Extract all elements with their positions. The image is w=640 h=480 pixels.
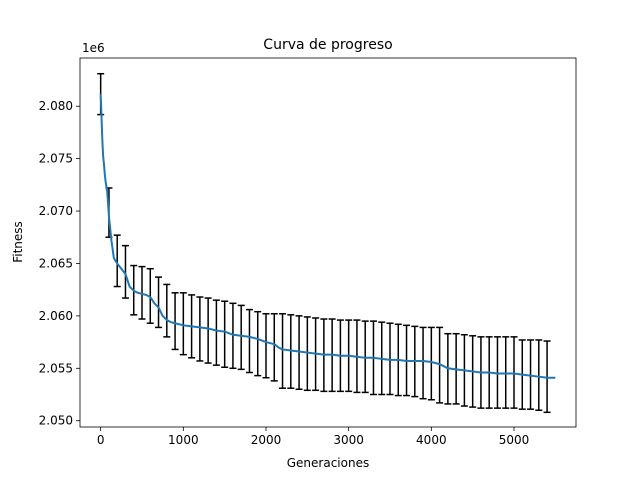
x-tick-label: 1000 bbox=[168, 433, 199, 447]
x-axis-label: Generaciones bbox=[287, 456, 369, 470]
y-axis-label: Fitness bbox=[11, 221, 25, 263]
x-tick-label: 0 bbox=[97, 433, 105, 447]
series-line bbox=[99, 93, 556, 379]
y-tick-label: 2.060 bbox=[39, 309, 73, 323]
series-lines bbox=[99, 93, 556, 379]
chart-title: Curva de progreso bbox=[263, 37, 392, 53]
plot-area-frame bbox=[79, 57, 577, 428]
x-tick-label: 2000 bbox=[251, 433, 282, 447]
x-tick-label: 3000 bbox=[333, 433, 364, 447]
y-tick-label: 2.050 bbox=[39, 414, 73, 428]
x-tick-label: 5000 bbox=[499, 433, 530, 447]
y-tick-label: 2.075 bbox=[39, 152, 73, 166]
y-tick-label: 2.080 bbox=[39, 99, 73, 113]
error-bars bbox=[97, 72, 551, 414]
y-tick-label: 2.055 bbox=[39, 361, 73, 375]
x-tick-label: 4000 bbox=[416, 433, 447, 447]
y-offset-label: 1e6 bbox=[82, 41, 105, 55]
y-tick-label: 2.070 bbox=[39, 204, 73, 218]
y-tick-label: 2.065 bbox=[39, 256, 73, 270]
x-axis-ticks: 0 1000 2000 3000 4000 5000 bbox=[97, 427, 529, 447]
y-axis-ticks: 2.050 2.055 2.060 2.065 2.070 2.075 2.080 bbox=[39, 99, 80, 428]
